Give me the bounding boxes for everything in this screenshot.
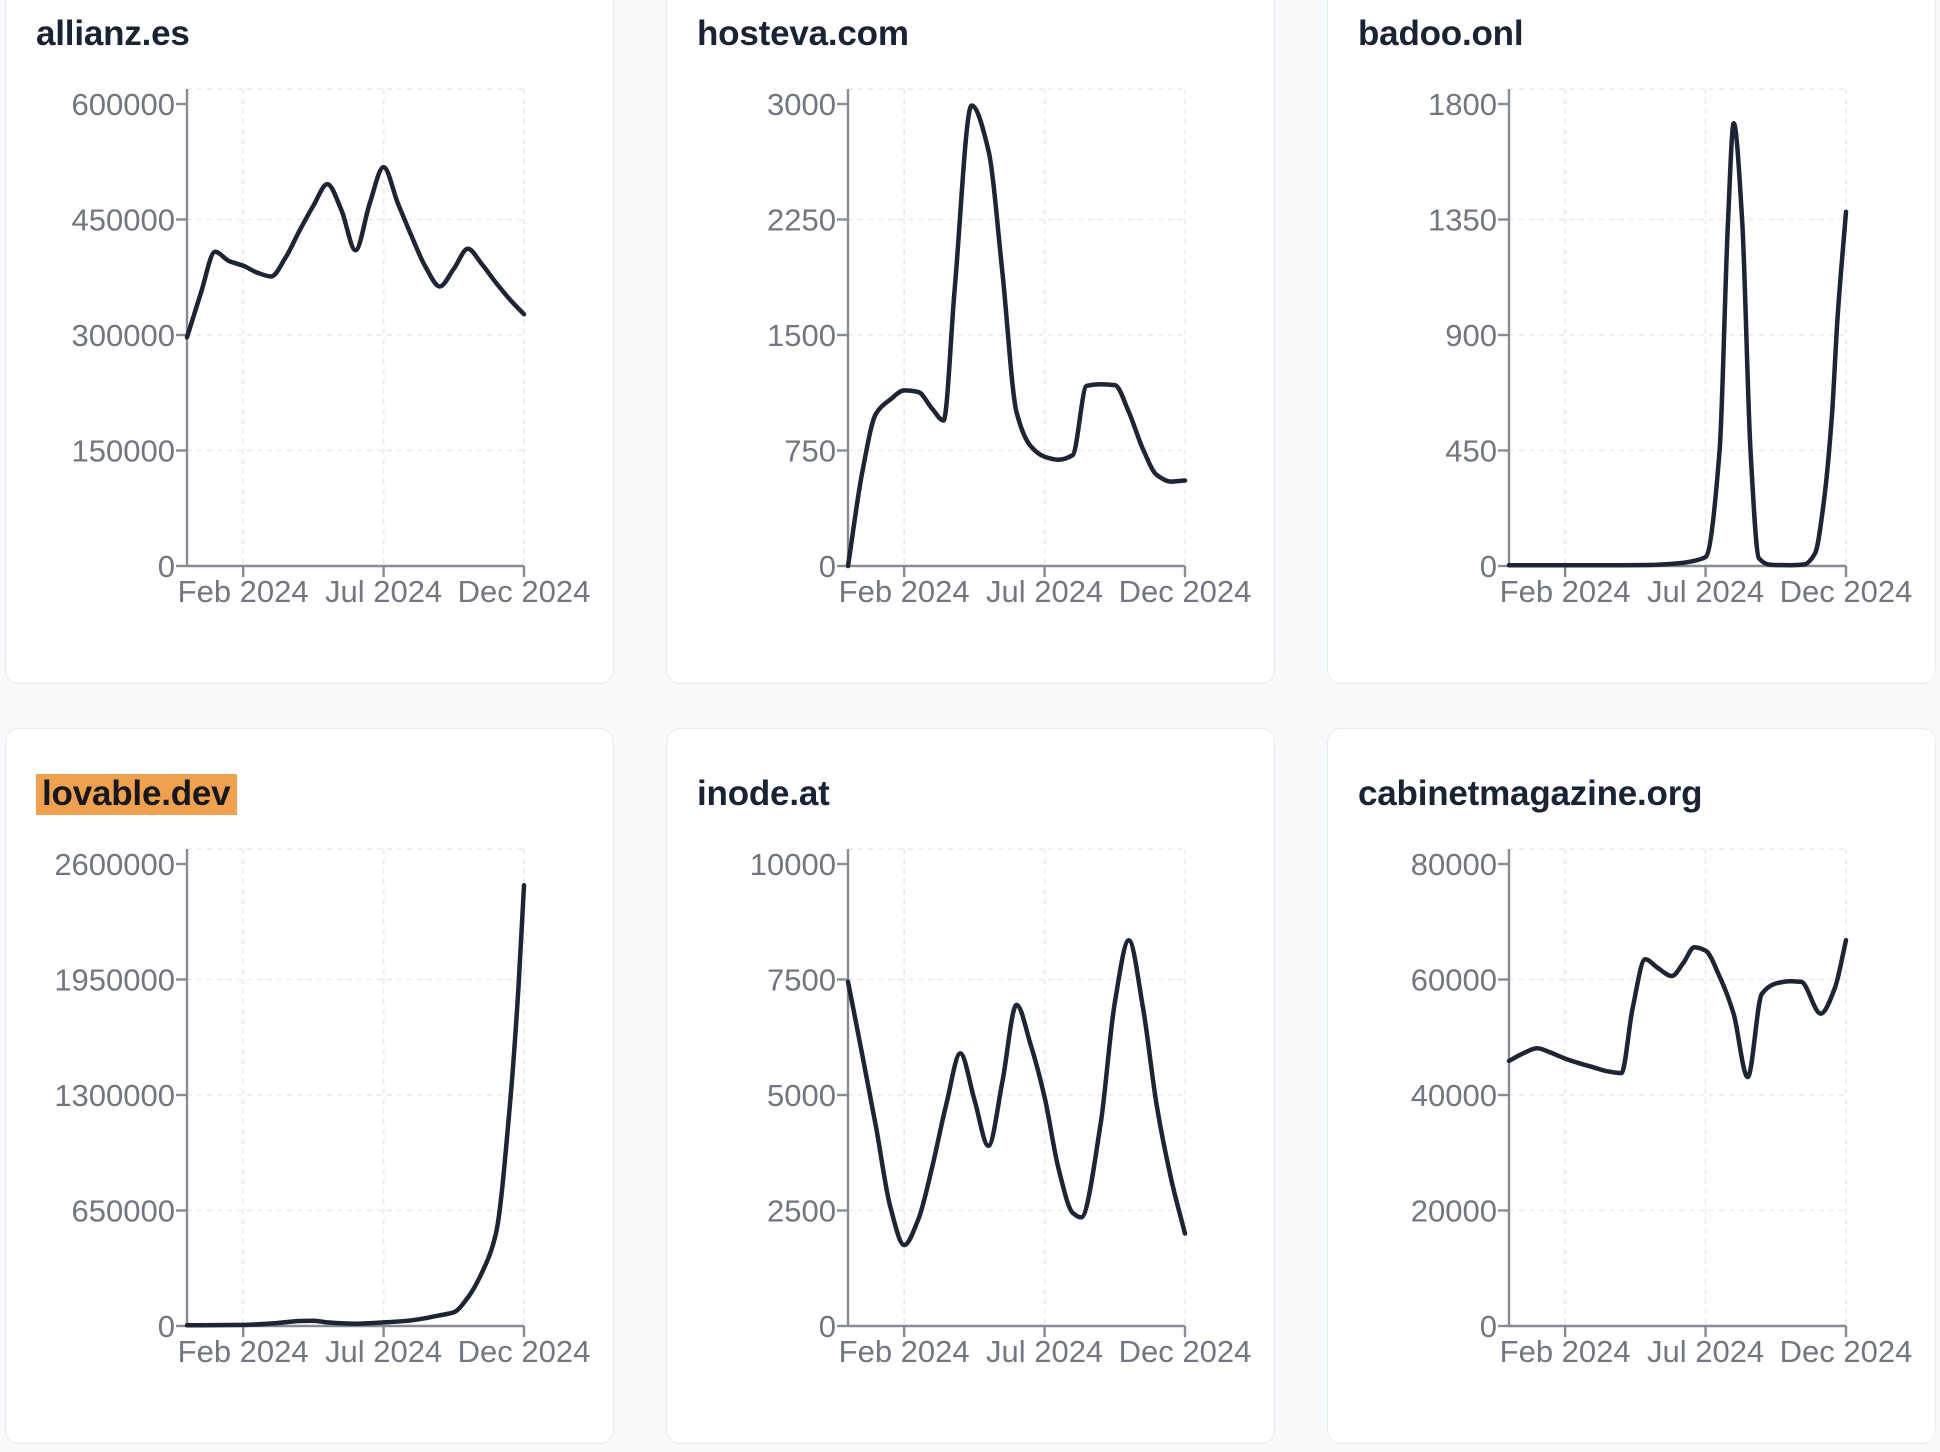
chart-card: inode.at 0 2500 5000 7500 10000 Feb 2024 Jul 2… — [666, 728, 1275, 1444]
y-tick-label: 20000 — [1411, 1194, 1497, 1229]
y-tick-label: 450000 — [72, 203, 175, 238]
data-line — [184, 883, 527, 1328]
line-chart: 0 150000 300000 450000 600000 Feb 2024 Jul 202… — [72, 87, 591, 609]
y-tick-label: 300000 — [72, 318, 175, 353]
domain-label: allianz.es — [36, 14, 190, 53]
y-tick-label: 1300000 — [54, 1078, 175, 1113]
x-tick-label: Dec 2024 — [1119, 1334, 1252, 1369]
y-tick-label: 0 — [158, 549, 175, 584]
x-tick-label: Jul 2024 — [325, 574, 442, 609]
y-tick-label: 750 — [784, 434, 836, 469]
y-tick-label: 40000 — [1411, 1078, 1497, 1113]
x-tick-label: Dec 2024 — [1780, 1334, 1913, 1369]
line-chart: 0 450 900 1350 1800 Feb 2024 Jul 2024 Dec 2024 — [1428, 87, 1913, 609]
x-tick-label: Dec 2024 — [458, 1334, 591, 1369]
y-tick-label: 0 — [819, 1309, 836, 1344]
domain-label: lovable.dev — [36, 774, 238, 815]
y-tick-label: 80000 — [1411, 847, 1497, 882]
x-tick-label: Feb 2024 — [1500, 1334, 1631, 1369]
x-tick-label: Jul 2024 — [325, 1334, 442, 1369]
data-line — [845, 937, 1188, 1248]
y-tick-label: 2500 — [767, 1194, 836, 1229]
data-line — [184, 164, 527, 340]
x-tick-label: Jul 2024 — [986, 1334, 1103, 1369]
x-tick-label: Jul 2024 — [1647, 574, 1764, 609]
chart-card: badoo.onl 0 450 900 1350 1800 Feb 2024 Jul 202… — [1327, 0, 1936, 684]
x-tick-label: Feb 2024 — [178, 574, 309, 609]
y-tick-label: 150000 — [72, 434, 175, 469]
chart-title: allianz.es — [36, 13, 190, 55]
y-tick-label: 0 — [1480, 1309, 1497, 1344]
y-tick-label: 0 — [819, 549, 836, 584]
y-tick-label: 7500 — [767, 963, 836, 998]
chart-card: hosteva.com 0 750 1500 2250 3000 Feb 2024 Jul … — [666, 0, 1275, 684]
y-tick-label: 2600000 — [54, 847, 175, 882]
chart-card: lovable.dev 0 650000 1300000 1950000 2600000… — [5, 728, 614, 1444]
y-tick-label: 1350 — [1428, 203, 1497, 238]
domain-label: cabinetmagazine.org — [1358, 774, 1703, 813]
y-tick-label: 5000 — [767, 1078, 836, 1113]
chart-title: hosteva.com — [697, 13, 909, 55]
y-tick-label: 1500 — [767, 318, 836, 353]
x-tick-label: Dec 2024 — [1119, 574, 1252, 609]
data-line — [1506, 121, 1849, 568]
line-chart: 0 20000 40000 60000 80000 Feb 2024 Jul 2024 Dec… — [1411, 847, 1913, 1369]
chart-card: allianz.es 0 150000 300000 450000 600000 Feb … — [5, 0, 614, 684]
x-tick-label: Feb 2024 — [178, 1334, 309, 1369]
y-tick-label: 1800 — [1428, 87, 1497, 122]
y-tick-label: 3000 — [767, 87, 836, 122]
x-tick-label: Jul 2024 — [986, 574, 1103, 609]
y-tick-label: 650000 — [72, 1194, 175, 1229]
data-line — [1506, 937, 1849, 1080]
y-tick-label: 60000 — [1411, 963, 1497, 998]
line-chart: 0 750 1500 2250 3000 Feb 2024 Jul 2024 Dec 2024 — [767, 87, 1252, 609]
x-tick-label: Dec 2024 — [1780, 574, 1913, 609]
y-tick-label: 2250 — [767, 203, 836, 238]
y-tick-label: 900 — [1445, 318, 1497, 353]
domain-label: inode.at — [697, 774, 830, 813]
y-tick-label: 450 — [1445, 434, 1497, 469]
y-tick-label: 600000 — [72, 87, 175, 122]
chart-title: badoo.onl — [1358, 13, 1524, 55]
chart-title: cabinetmagazine.org — [1358, 773, 1703, 815]
y-tick-label: 0 — [158, 1309, 175, 1344]
y-tick-label: 10000 — [750, 847, 836, 882]
x-tick-label: Jul 2024 — [1647, 1334, 1764, 1369]
x-tick-label: Feb 2024 — [839, 1334, 970, 1369]
x-tick-label: Feb 2024 — [1500, 574, 1631, 609]
y-tick-label: 1950000 — [54, 963, 175, 998]
y-tick-label: 0 — [1480, 549, 1497, 584]
chart-card: cabinetmagazine.org 0 20000 40000 60000 8000… — [1327, 728, 1936, 1444]
chart-title: lovable.dev — [36, 773, 238, 815]
x-tick-label: Dec 2024 — [458, 574, 591, 609]
line-chart: 0 650000 1300000 1950000 2600000 Feb 2024 Jul … — [54, 847, 591, 1369]
x-tick-label: Feb 2024 — [839, 574, 970, 609]
domain-label: hosteva.com — [697, 14, 909, 53]
line-chart: 0 2500 5000 7500 10000 Feb 2024 Jul 2024 Dec 20… — [750, 847, 1252, 1369]
domain-label: badoo.onl — [1358, 14, 1524, 53]
chart-title: inode.at — [697, 773, 830, 815]
data-line — [845, 103, 1188, 569]
